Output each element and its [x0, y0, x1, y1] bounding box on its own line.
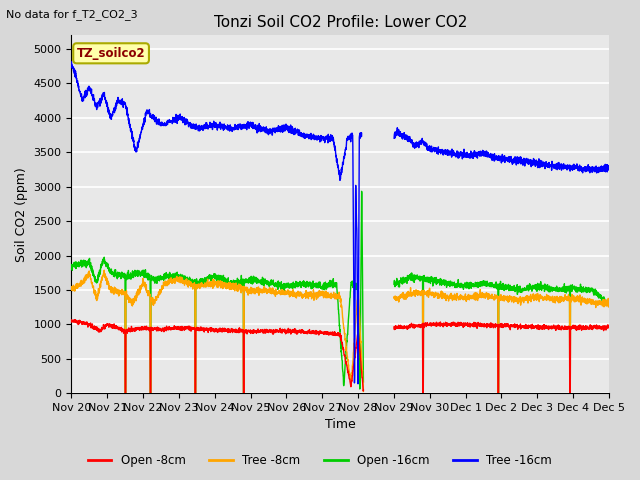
Title: Tonzi Soil CO2 Profile: Lower CO2: Tonzi Soil CO2 Profile: Lower CO2: [214, 15, 467, 30]
Legend: Open -8cm, Tree -8cm, Open -16cm, Tree -16cm: Open -8cm, Tree -8cm, Open -16cm, Tree -…: [83, 449, 557, 472]
Text: No data for f_T2_CO2_3: No data for f_T2_CO2_3: [6, 9, 138, 20]
X-axis label: Time: Time: [325, 419, 356, 432]
Y-axis label: Soil CO2 (ppm): Soil CO2 (ppm): [15, 167, 28, 262]
Text: TZ_soilco2: TZ_soilco2: [77, 47, 145, 60]
